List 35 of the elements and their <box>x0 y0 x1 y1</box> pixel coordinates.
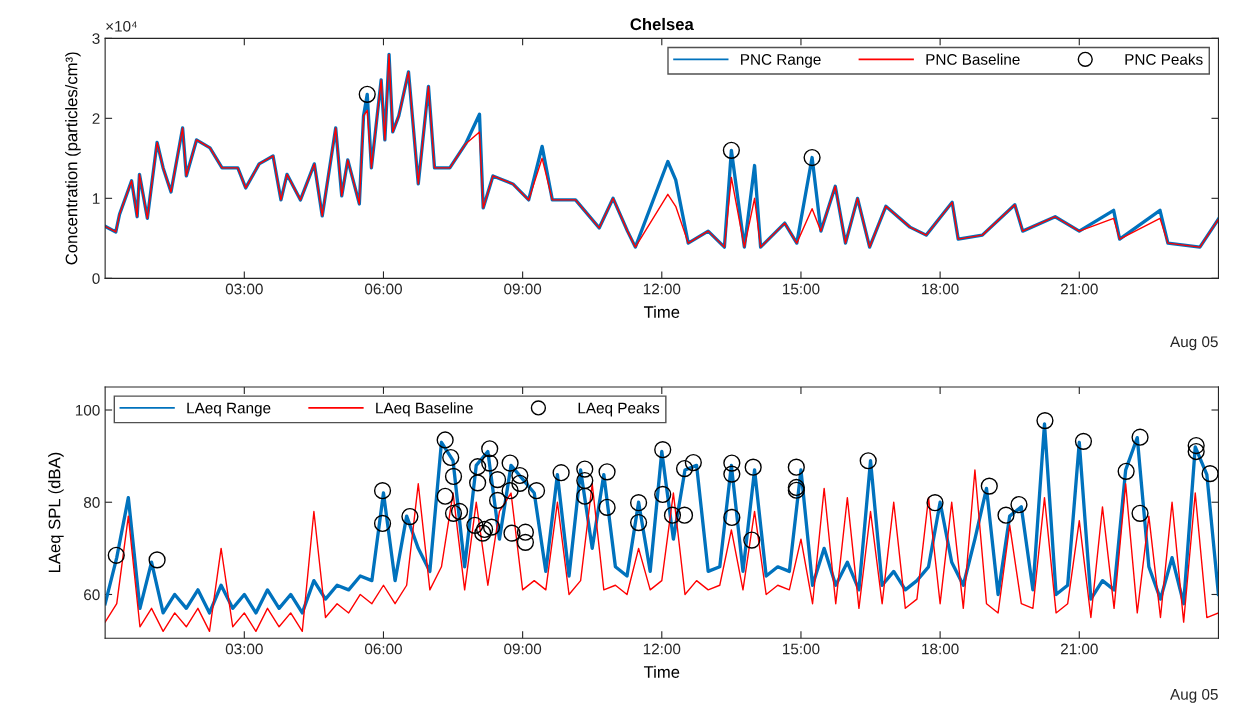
x-tick-label: 21:00 <box>1060 643 1098 655</box>
x-tick-label: 06:00 <box>364 643 402 655</box>
y-tick-label: 3 <box>92 33 100 45</box>
legend-label: PNC Range <box>741 54 821 68</box>
legend-label: PNC Baseline <box>926 53 1020 65</box>
legend-label: LAeq Baseline <box>376 402 473 417</box>
text: ×10⁴ <box>106 20 137 32</box>
y-tick-label: 100 <box>75 404 100 416</box>
y-tick-label: 80 <box>83 497 100 508</box>
y-tick-label: 2 <box>92 113 100 124</box>
x-tick-label: 15:00 <box>783 643 820 655</box>
legend-label: PNC Peaks <box>1125 53 1203 65</box>
chart-title: Chelsea <box>630 17 694 31</box>
x-tick-label: 09:00 <box>504 283 542 295</box>
x-tick-label: 03:00 <box>225 643 263 655</box>
x-axis-title: Time <box>643 665 680 678</box>
y-tick-label: 60 <box>84 589 100 601</box>
x-tick-label: 12:00 <box>643 643 681 655</box>
y-tick-label: 1 <box>92 193 100 204</box>
y-tick-label: 0 <box>92 273 100 285</box>
x-tick-label: 09:00 <box>504 643 542 655</box>
x-tick-label: 06:00 <box>364 283 402 295</box>
y-axis-title: LAeq SPL (dBA) <box>48 452 64 573</box>
text: Aug 05 <box>1170 336 1218 351</box>
x-tick-label: 03:00 <box>225 283 263 295</box>
x-tick-label: 21:00 <box>1060 283 1098 295</box>
legend-label: LAeq Range <box>187 402 271 417</box>
x-tick-label: 12:00 <box>643 283 681 295</box>
x-tick-label: 18:00 <box>922 283 959 295</box>
text: Aug 05 <box>1170 688 1218 703</box>
x-axis-title: Time <box>643 305 680 318</box>
x-tick-label: 15:00 <box>783 283 820 295</box>
x-tick-label: 18:00 <box>922 643 959 655</box>
y-axis-title: Concentration (particles/cm³) <box>65 52 81 265</box>
legend-label: LAeq Peaks <box>578 402 660 417</box>
